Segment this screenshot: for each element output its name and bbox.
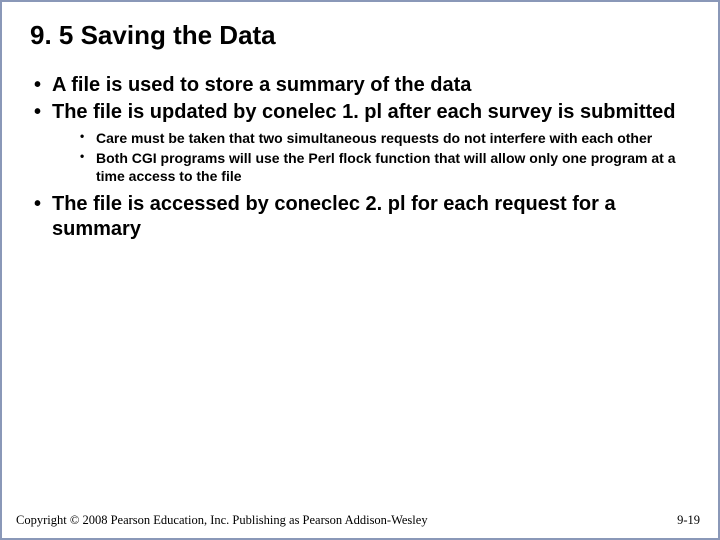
sub-bullet-item: Both CGI programs will use the Perl floc… [52, 149, 690, 185]
copyright-text: Copyright © 2008 Pearson Education, Inc.… [16, 513, 428, 528]
bullet-item: A file is used to store a summary of the… [30, 73, 690, 98]
bullet-list-level2: Care must be taken that two simultaneous… [52, 129, 690, 186]
slide-title: 9. 5 Saving the Data [30, 20, 690, 51]
bullet-list-level1: A file is used to store a summary of the… [30, 73, 690, 242]
slide: 9. 5 Saving the Data A file is used to s… [2, 2, 718, 538]
page-number: 9-19 [677, 513, 700, 528]
bullet-item: The file is updated by conelec 1. pl aft… [30, 100, 690, 186]
sub-bullet-item: Care must be taken that two simultaneous… [52, 129, 690, 147]
slide-footer: Copyright © 2008 Pearson Education, Inc.… [16, 513, 700, 528]
bullet-text: The file is updated by conelec 1. pl aft… [52, 101, 676, 123]
bullet-item: The file is accessed by coneclec 2. pl f… [30, 192, 690, 242]
